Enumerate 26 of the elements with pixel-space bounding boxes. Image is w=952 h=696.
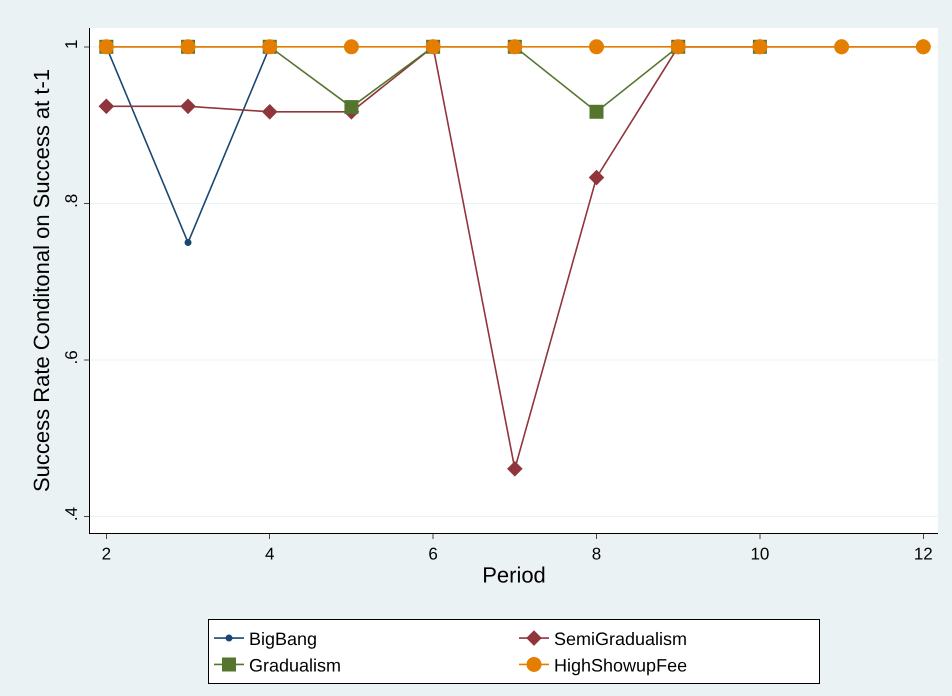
legend-label: SemiGradualism — [554, 629, 688, 650]
y-axis-title: Success Rate Conditonal on Success at t-1 — [29, 68, 54, 492]
y-tick-label: .6 — [62, 350, 82, 365]
point — [180, 98, 196, 114]
point — [262, 104, 278, 120]
x-tick-label: 12 — [914, 544, 933, 564]
y-tick-label: .8 — [62, 194, 82, 208]
legend-label: BigBang — [249, 629, 318, 650]
point — [344, 100, 358, 114]
point — [589, 39, 604, 54]
y-tick-label: 1 — [62, 40, 82, 49]
point — [507, 461, 523, 477]
point — [590, 104, 604, 119]
y-tick-label: .4 — [62, 506, 82, 522]
x-tick-label: 2 — [102, 544, 112, 564]
x-tick-label: 8 — [592, 544, 602, 564]
point — [184, 239, 192, 246]
point — [98, 98, 114, 114]
x-tick-label: 10 — [750, 544, 770, 564]
x-axis-title: Period — [482, 562, 546, 588]
x-tick-label: 6 — [428, 544, 438, 564]
legend-label: Gradualism — [249, 655, 342, 676]
point — [344, 39, 359, 54]
point — [588, 170, 604, 186]
legend-label: HighShowupFee — [554, 655, 688, 676]
x-tick-label: 4 — [264, 544, 274, 564]
